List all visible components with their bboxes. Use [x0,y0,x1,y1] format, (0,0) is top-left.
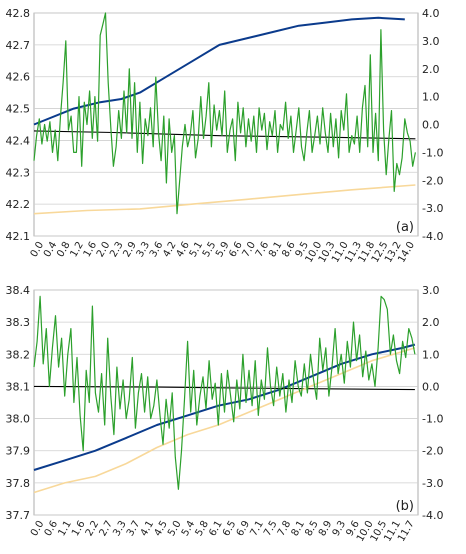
series-line-orange [33,347,416,494]
y-left-tick-label: 42.2 [6,198,31,211]
y-right-tick-label: -4.0 [422,230,443,243]
x-tick-label: 3.3 [111,519,128,538]
x-tick-label: 5.8 [194,519,211,538]
x-tick-label: 1.6 [70,519,87,538]
y-left-tick-label: 38.4 [6,284,31,297]
y-left-tick-label: 42.8 [6,7,31,20]
y-right-tick-label: 3.0 [422,284,440,297]
x-tick-label: 3.7 [125,519,142,538]
x-tick-label: 9.3 [331,519,348,538]
y-left-tick-label: 38.3 [6,316,31,329]
x-tick-label: 5.4 [180,519,197,538]
x-tick-label: 0.0 [29,519,46,538]
y-right-tick-label: 1.0 [422,348,440,361]
x-tick-label: 8.9 [317,519,334,538]
x-tick-label: 4.1 [139,519,156,538]
x-tick-label: 7.1 [248,519,265,538]
y-right-tick-label: 2.0 [422,316,440,329]
x-tick-label: 8.1 [290,519,307,538]
x-tick-label: 8.5 [303,519,320,538]
y-right-tick-label: -2.0 [422,445,443,458]
series-line-green [33,295,416,490]
y-right-tick-label: -3.0 [422,202,443,215]
chart-panel-2: 37.7 37.8 37.9 38.0 38.1 38.2 38.3 38.4 -4.0 -3.0… [6,284,444,544]
x-tick-label: 6.1 [207,519,224,538]
y-right-tick-label: 0.0 [422,119,440,132]
x-tick-label: 5.0 [166,519,183,538]
y-right-tick-label: 2.0 [422,63,440,76]
x-tick-label: 4.5 [152,519,169,538]
x-tick-label: 6.5 [221,519,238,538]
y-right-tick-label: 3.0 [422,35,440,48]
series-line-navy [33,16,405,126]
y-right-tick-label: -1.0 [422,146,443,159]
y-right-tick-label: 0.0 [422,380,440,393]
y-left-tick-label: 42.7 [6,39,31,52]
y-right-tick-label: -3.0 [422,477,443,490]
y-left-tick-label: 38.1 [6,380,31,393]
y-right-tick-label: 1.0 [422,91,440,104]
series-line-black [33,385,415,391]
series-line-green [33,12,416,215]
y-right-tick-label: -1.0 [422,413,443,426]
panel-label: (a) [396,220,414,235]
x-tick-label: 0.6 [43,519,60,538]
y-left-tick-label: 38.2 [6,348,31,361]
y-left-tick-label: 37.9 [6,445,31,458]
y-right-tick-label: 4.0 [422,7,440,20]
y-left-tick-label: 42.5 [6,103,31,116]
x-tick-label: 2.2 [84,519,101,538]
chart-panel-1: 42.1 42.2 42.3 42.4 42.5 42.6 42.7 42.8 -4.0 -3.0… [6,7,444,265]
series-line-orange [33,184,416,215]
y-left-tick-label: 38.0 [6,413,31,426]
x-tick-label: 6.9 [235,519,252,538]
panel-label: (b) [396,499,414,514]
x-tick-label: 2.7 [98,519,115,538]
y-left-tick-label: 37.8 [6,477,31,490]
x-tick-label: 1.1 [56,519,73,538]
x-tick-label: 7.8 [276,519,293,538]
y-left-tick-label: 37.7 [6,509,31,522]
x-tick-label: 7.5 [262,519,279,538]
y-left-tick-label: 42.3 [6,166,31,179]
y-left-tick-label: 42.4 [6,134,31,147]
y-right-tick-label: -4.0 [422,509,443,522]
y-right-tick-label: -2.0 [422,174,443,187]
y-left-tick-label: 42.6 [6,71,31,84]
y-left-tick-label: 42.1 [6,230,31,243]
